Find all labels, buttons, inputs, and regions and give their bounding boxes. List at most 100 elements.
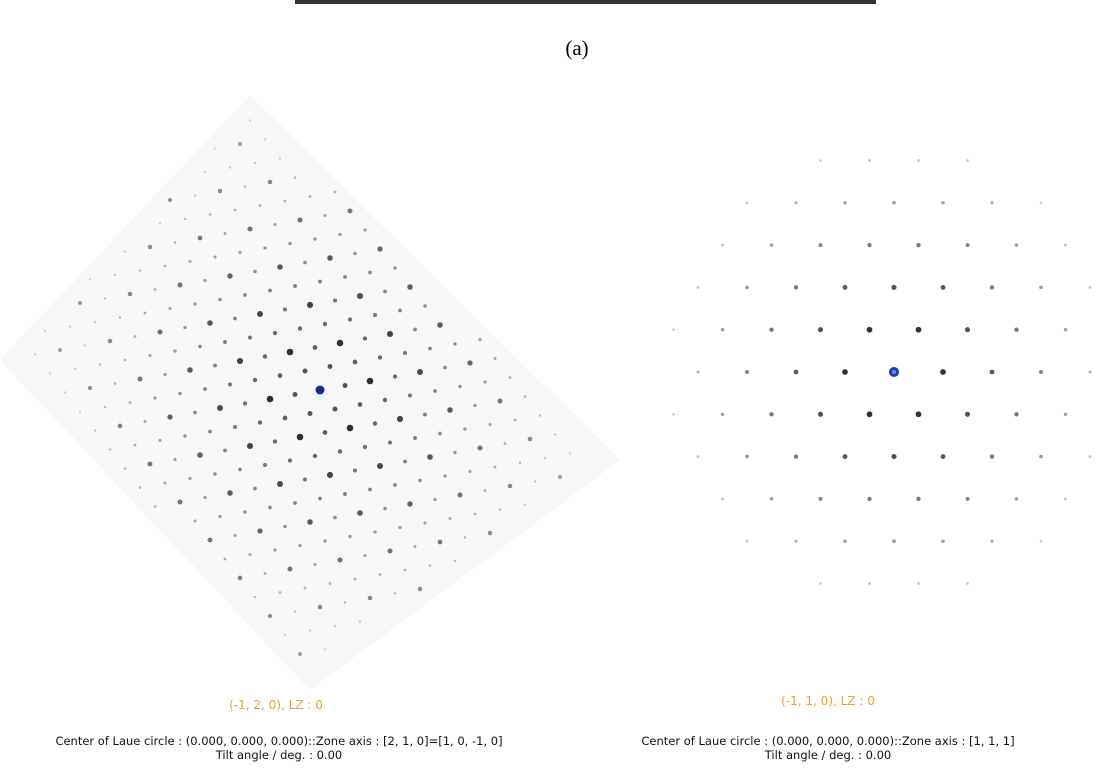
spot — [463, 427, 466, 430]
spot — [247, 443, 253, 449]
spot — [721, 244, 724, 247]
spot — [244, 185, 247, 188]
spot — [74, 368, 76, 370]
spot — [1014, 328, 1018, 332]
spot — [119, 316, 122, 319]
spot — [243, 293, 247, 297]
spot — [443, 366, 447, 370]
spot — [294, 176, 297, 179]
spot — [387, 548, 392, 553]
spot — [203, 387, 207, 391]
spot — [144, 312, 147, 315]
spot — [104, 406, 107, 409]
spot — [224, 232, 227, 235]
spot — [770, 497, 773, 500]
spot — [745, 286, 749, 290]
spot — [916, 327, 922, 333]
spot — [407, 284, 413, 290]
spot — [423, 304, 427, 308]
spot — [428, 347, 432, 351]
spot — [64, 391, 66, 393]
spot — [941, 201, 944, 204]
spot — [468, 470, 471, 473]
spot — [343, 275, 347, 279]
spot — [418, 587, 422, 591]
spot — [368, 488, 372, 492]
spot — [867, 497, 871, 501]
spot — [69, 325, 71, 327]
spot — [178, 392, 181, 395]
spot — [264, 572, 267, 575]
spot — [1015, 497, 1018, 500]
spot — [990, 285, 994, 289]
spot — [139, 486, 142, 489]
spot — [277, 264, 283, 270]
spot — [187, 367, 193, 373]
spot — [273, 331, 277, 335]
spot — [383, 290, 387, 294]
spot — [965, 412, 970, 417]
spot — [254, 162, 256, 164]
spot — [124, 467, 127, 470]
spot — [228, 382, 232, 386]
spot — [318, 605, 323, 610]
spot — [746, 540, 749, 543]
spot — [843, 201, 846, 204]
spot — [891, 454, 896, 459]
spot — [164, 482, 167, 485]
spot — [298, 652, 302, 656]
spot — [208, 430, 212, 434]
spot — [413, 436, 417, 440]
spot — [357, 293, 363, 299]
spot — [309, 195, 312, 198]
spot — [167, 414, 172, 419]
spot — [453, 451, 456, 454]
spot — [367, 378, 374, 385]
spot — [343, 492, 347, 496]
spot — [94, 429, 96, 431]
spot — [213, 364, 217, 368]
spot — [89, 278, 91, 280]
spot — [1015, 243, 1018, 246]
spot — [297, 434, 304, 441]
spot — [539, 414, 541, 416]
spot — [338, 449, 342, 453]
spot — [437, 322, 443, 328]
spot — [473, 404, 476, 407]
spot — [253, 270, 257, 274]
spot — [359, 620, 361, 622]
spot — [363, 445, 367, 449]
spot — [892, 370, 896, 374]
spot — [477, 445, 482, 450]
spot — [288, 242, 291, 245]
spot — [383, 507, 387, 511]
spot — [268, 506, 272, 510]
spot — [493, 357, 496, 360]
spot — [404, 569, 407, 572]
spot — [247, 226, 252, 231]
spot — [243, 510, 246, 513]
spot — [88, 386, 92, 390]
spot — [443, 474, 446, 477]
spot — [204, 171, 206, 173]
spot — [1064, 244, 1067, 247]
spot — [178, 500, 183, 505]
spot — [337, 557, 342, 562]
spot — [363, 554, 366, 557]
spot — [268, 289, 272, 293]
spot — [353, 360, 358, 365]
spot — [393, 266, 396, 269]
spot — [298, 326, 302, 330]
spot — [313, 563, 316, 566]
spot — [379, 573, 382, 576]
spot — [329, 582, 332, 585]
spot — [458, 385, 461, 388]
spot — [438, 432, 442, 436]
spot — [534, 480, 536, 482]
spot — [293, 501, 297, 505]
spot — [323, 430, 328, 435]
spot — [697, 286, 700, 289]
spot — [842, 369, 848, 375]
spot — [253, 378, 257, 382]
spot — [916, 243, 920, 247]
